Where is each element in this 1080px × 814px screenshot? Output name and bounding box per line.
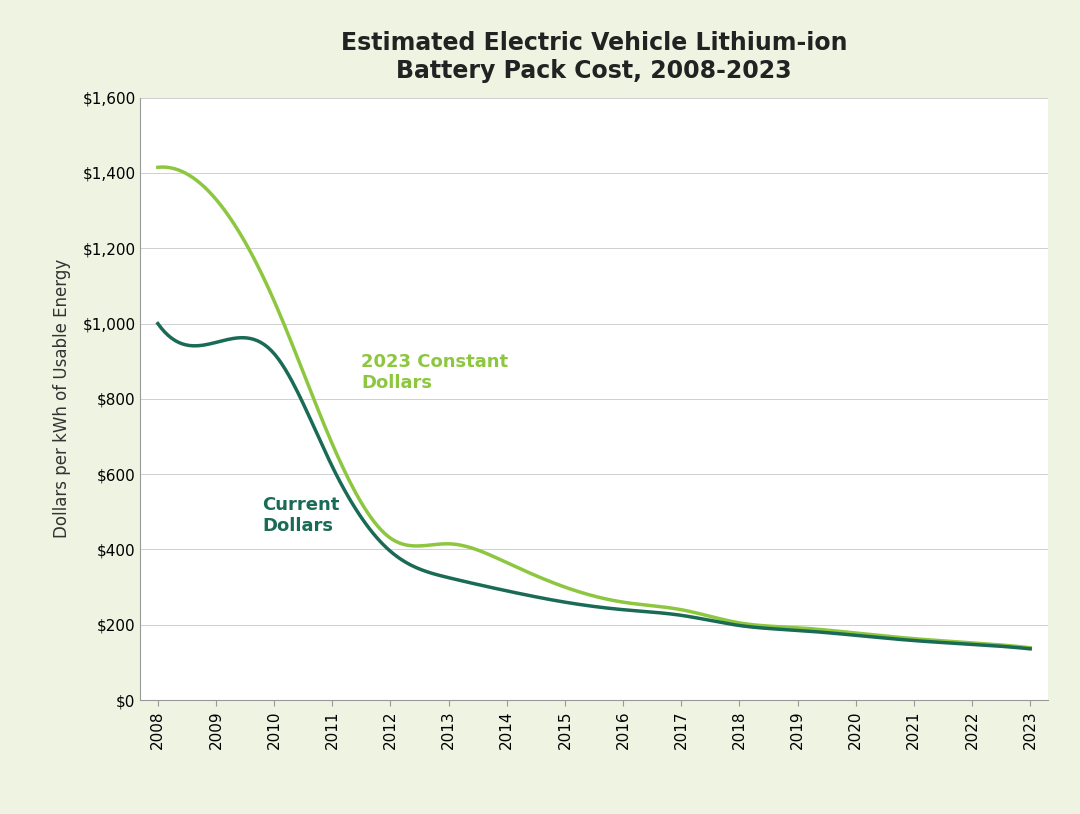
- Y-axis label: Dollars per kWh of Usable Energy: Dollars per kWh of Usable Energy: [53, 259, 71, 539]
- Title: Estimated Electric Vehicle Lithium-ion
Battery Pack Cost, 2008-2023: Estimated Electric Vehicle Lithium-ion B…: [341, 32, 847, 83]
- Text: Current
Dollars: Current Dollars: [262, 497, 340, 535]
- Text: 2023 Constant
Dollars: 2023 Constant Dollars: [362, 353, 509, 392]
